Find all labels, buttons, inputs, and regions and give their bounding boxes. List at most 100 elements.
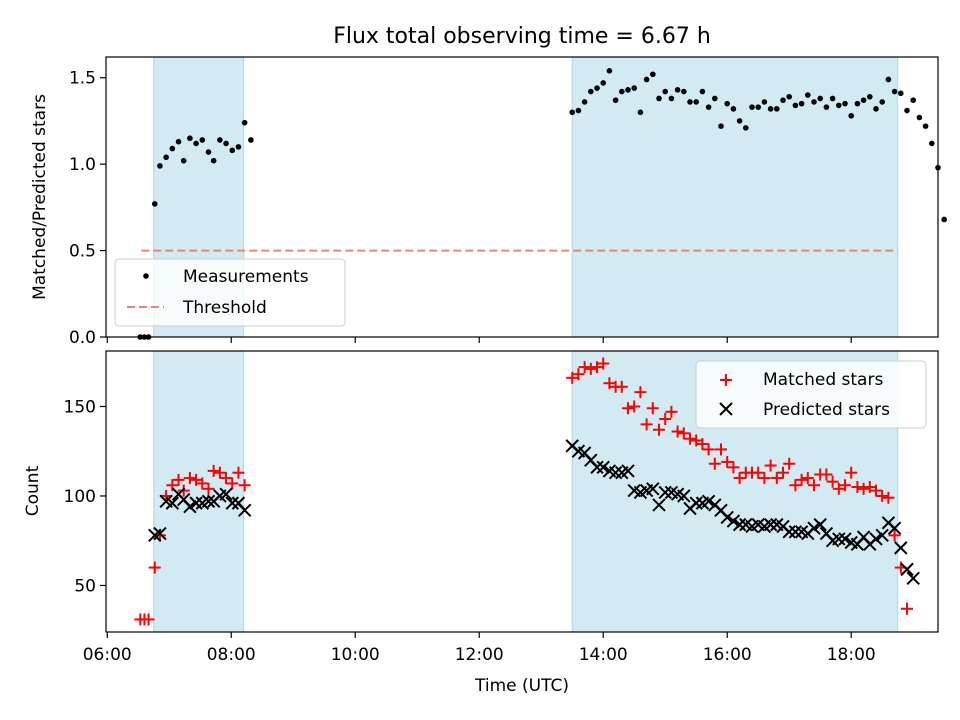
legend-threshold-label: Threshold (182, 298, 267, 318)
bottom-y-ticks: 50 100 150 (64, 397, 106, 596)
predicted-star-point (677, 489, 691, 503)
x-axis-label: Time (UTC) (474, 676, 569, 696)
measurement-point (780, 97, 786, 104)
matched-star-point (783, 457, 796, 470)
matched-star-point (640, 418, 653, 431)
measurement-point (910, 97, 917, 104)
predicted-star-point (646, 482, 660, 496)
measurement-point (829, 95, 836, 102)
predicted-star-point (788, 525, 803, 539)
measurement-point (223, 140, 229, 147)
legend-predicted-marker (719, 402, 733, 416)
legend-matched-label: Matched stars (763, 370, 883, 390)
predicted-star-point (875, 528, 889, 543)
measurement-point (668, 95, 675, 102)
measurement-point (916, 114, 923, 121)
top-axes-frame (105, 56, 939, 338)
measurement-point (693, 99, 700, 105)
measurement-point (873, 106, 879, 112)
measurement-point (879, 99, 886, 105)
predicted-star-point (658, 485, 672, 500)
measurement-point (891, 88, 898, 95)
matched-star-point (628, 400, 641, 413)
predicted-star-point (869, 532, 883, 546)
measurement-point (581, 99, 588, 105)
measurement-point (786, 93, 793, 100)
measurement-point (235, 144, 242, 150)
measurement-point (241, 119, 248, 126)
matched-star-point (702, 443, 715, 456)
measurement-point (761, 99, 768, 105)
x-tick-label: 12:00 (455, 645, 504, 665)
measurement-point (606, 68, 613, 74)
matched-star-point (226, 477, 239, 490)
matched-star-point (882, 491, 895, 504)
matched-star-point (758, 472, 771, 485)
x-tick-label: 18:00 (827, 645, 876, 665)
predicted-star-point (813, 517, 827, 532)
matched-star-point (232, 466, 245, 479)
x-tick-label: 10:00 (331, 645, 380, 665)
predicted-star-point (732, 517, 747, 532)
top-panel: 0.0 0.5 1.0 1.5 Matched/Predicted stars Mea… (30, 56, 947, 348)
predicted-star-point (838, 532, 852, 546)
measurement-point (823, 104, 830, 110)
matched-star-point (671, 425, 684, 438)
matched-star-point (238, 479, 251, 492)
measurement-point (705, 104, 712, 110)
measurement-point (169, 145, 176, 152)
matched-star-point (597, 357, 610, 370)
matched-star-point (826, 475, 839, 488)
matched-star-point (801, 472, 814, 485)
observing-window-band (571, 56, 899, 338)
matched-star-point (870, 484, 883, 497)
predicted-star-point (689, 496, 703, 510)
matched-star-point (190, 473, 203, 486)
matched-star-point (888, 529, 901, 542)
measurement-point (736, 118, 743, 124)
matched-star-point (566, 371, 579, 384)
bottom-axes-frame (105, 350, 939, 633)
matched-star-point (876, 489, 889, 502)
top-x-ticks (106, 337, 852, 343)
predicted-star-point (782, 525, 796, 539)
matched-star-point (578, 361, 591, 374)
measurement-point (885, 76, 892, 83)
matched-star-point (603, 377, 616, 390)
measurement-point (217, 137, 223, 143)
y-tick-label: 50 (74, 576, 96, 596)
legend-matched-marker (720, 374, 732, 386)
matched-star-point (770, 472, 783, 485)
matched-star-point (708, 457, 721, 470)
measurement-point (718, 123, 724, 129)
measurement-point (631, 85, 638, 91)
predicted-star-point (726, 514, 741, 528)
measurement-point (163, 154, 169, 161)
measurement-point (904, 107, 910, 114)
measurement-point (767, 106, 774, 112)
predicted-star-point (237, 503, 252, 518)
matched-star-point (148, 561, 161, 574)
measurement-point (612, 97, 619, 104)
measurement-point (600, 80, 607, 86)
measurement-point (662, 88, 669, 95)
measurement-point (817, 95, 824, 102)
measurement-point (774, 106, 780, 112)
measurement-point (637, 109, 644, 116)
matched-star-point (752, 466, 765, 479)
matched-star-point (863, 481, 876, 494)
measurement-point (712, 95, 718, 102)
predicted-star-point (189, 496, 203, 510)
predicted-star-point (201, 494, 216, 509)
measurement-point (656, 95, 662, 102)
matched-star-point (196, 477, 209, 490)
matched-star-point (572, 368, 585, 381)
predicted-star-point (608, 465, 623, 480)
matched-star-point (172, 473, 185, 486)
x-tick-label: 14:00 (579, 645, 628, 665)
measurement-point (687, 99, 693, 105)
measurement-point (248, 137, 254, 143)
matched-star-point (183, 472, 196, 485)
measurement-point (625, 87, 631, 93)
matched-star-point (659, 413, 672, 426)
